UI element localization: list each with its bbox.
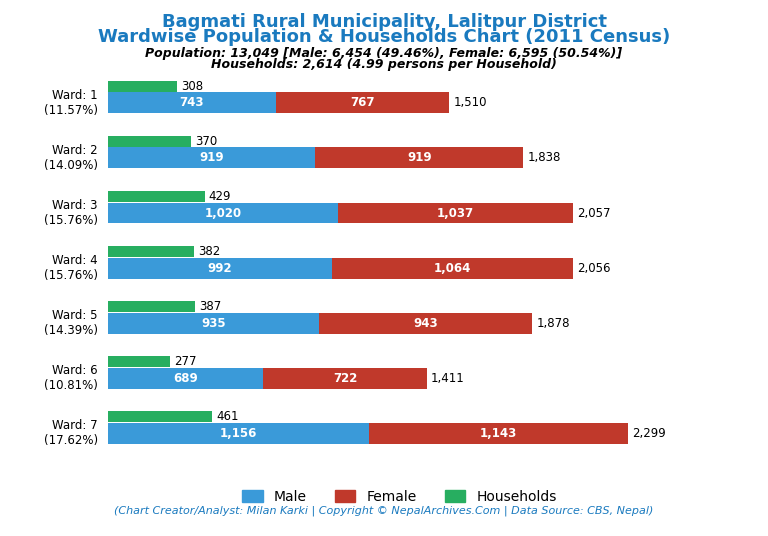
Bar	[108, 301, 195, 312]
Legend: Male, Female, Households: Male, Female, Households	[237, 484, 562, 509]
Bar	[108, 258, 332, 279]
Bar	[332, 258, 573, 279]
Bar	[108, 136, 191, 147]
Bar	[108, 81, 177, 92]
Bar	[108, 203, 338, 224]
Bar	[108, 147, 316, 168]
Text: 308: 308	[181, 80, 204, 93]
Text: 387: 387	[199, 300, 221, 313]
Text: 370: 370	[195, 135, 217, 148]
Text: 919: 919	[407, 151, 432, 165]
Bar	[316, 147, 523, 168]
Text: 992: 992	[207, 262, 232, 274]
Bar	[319, 312, 532, 334]
Text: 943: 943	[413, 317, 438, 330]
Text: 767: 767	[350, 96, 375, 109]
Bar	[276, 92, 449, 113]
Text: Households: 2,614 (4.99 persons per Household): Households: 2,614 (4.99 persons per Hous…	[211, 58, 557, 71]
Text: (Chart Creator/Analyst: Milan Karki | Copyright © NepalArchives.Com | Data Sourc: (Chart Creator/Analyst: Milan Karki | Co…	[114, 505, 654, 516]
Text: 1,411: 1,411	[431, 372, 465, 385]
Bar	[338, 203, 573, 224]
Bar	[108, 356, 170, 367]
Text: 1,510: 1,510	[453, 96, 487, 109]
Text: 1,037: 1,037	[437, 206, 474, 220]
Text: 689: 689	[173, 372, 198, 385]
Text: 277: 277	[174, 355, 197, 368]
Bar	[263, 368, 427, 389]
Text: 1,143: 1,143	[480, 427, 517, 440]
Text: 743: 743	[179, 96, 204, 109]
Text: 1,064: 1,064	[434, 262, 471, 274]
Text: 919: 919	[199, 151, 223, 165]
Text: 1,838: 1,838	[528, 151, 561, 165]
Bar	[108, 368, 263, 389]
Bar	[369, 423, 627, 444]
Text: 722: 722	[333, 372, 357, 385]
Bar	[108, 191, 204, 202]
Text: Wardwise Population & Households Chart (2011 Census): Wardwise Population & Households Chart (…	[98, 28, 670, 46]
Bar	[108, 411, 212, 422]
Text: 461: 461	[216, 411, 238, 423]
Bar	[108, 92, 276, 113]
Text: 2,057: 2,057	[577, 206, 611, 220]
Bar	[108, 246, 194, 257]
Text: 935: 935	[201, 317, 226, 330]
Text: 2,299: 2,299	[632, 427, 665, 440]
Text: 1,020: 1,020	[204, 206, 241, 220]
Text: 2,056: 2,056	[577, 262, 611, 274]
Bar	[108, 312, 319, 334]
Text: 382: 382	[198, 245, 220, 258]
Text: 429: 429	[209, 190, 231, 203]
Text: Bagmati Rural Municipality, Lalitpur District: Bagmati Rural Municipality, Lalitpur Dis…	[161, 13, 607, 32]
Bar	[108, 423, 369, 444]
Text: 1,878: 1,878	[537, 317, 570, 330]
Text: 1,156: 1,156	[220, 427, 257, 440]
Text: Population: 13,049 [Male: 6,454 (49.46%), Female: 6,595 (50.54%)]: Population: 13,049 [Male: 6,454 (49.46%)…	[145, 47, 623, 60]
